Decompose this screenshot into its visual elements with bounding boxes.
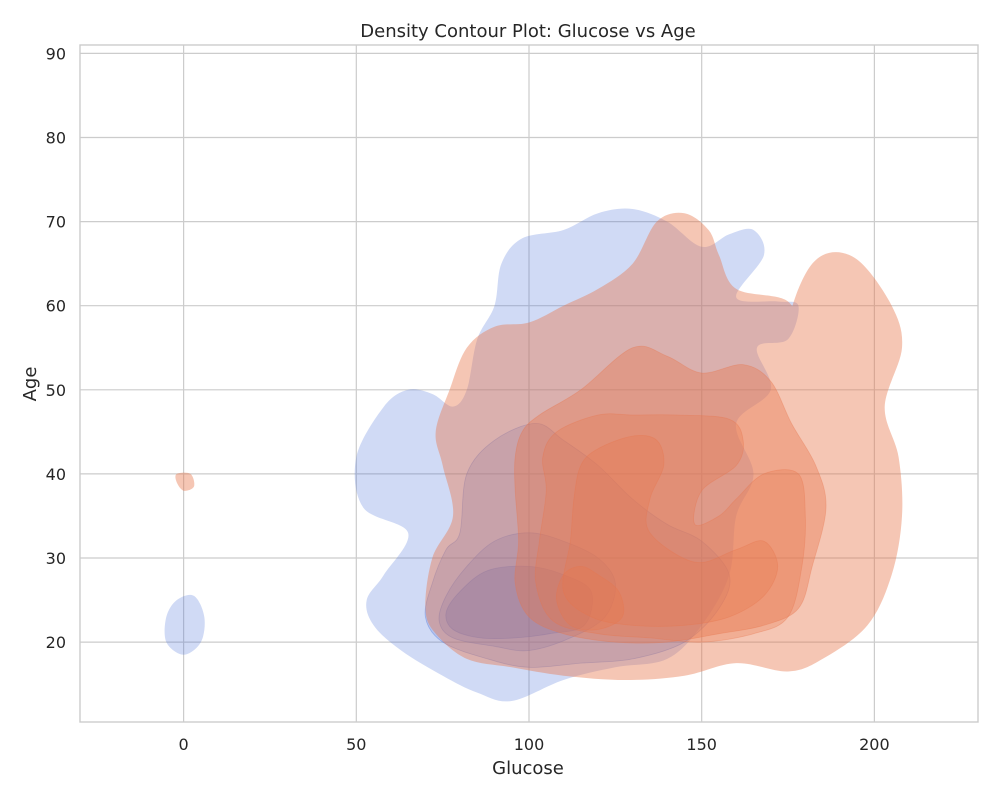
contour-region <box>425 212 903 680</box>
y-tick-label: 20 <box>46 633 66 652</box>
contour-layer <box>164 208 903 702</box>
y-tick-label: 60 <box>46 297 66 316</box>
y-tick-label: 90 <box>46 44 66 63</box>
density-series-1 <box>175 212 903 680</box>
grid-lines <box>80 45 978 722</box>
chart-title: Density Contour Plot: Glucose vs Age <box>360 21 695 42</box>
contour-region <box>175 472 195 491</box>
x-axis-label: Glucose <box>492 758 564 779</box>
y-tick-label: 30 <box>46 549 66 568</box>
y-axis-label: Age <box>20 367 41 402</box>
contour-region <box>514 345 827 644</box>
y-tick-label: 70 <box>46 213 66 232</box>
density-series-0 <box>164 208 799 702</box>
x-tick-label: 150 <box>686 735 717 754</box>
y-tick-label: 40 <box>46 465 66 484</box>
plot-frame <box>79 44 979 723</box>
contour-region <box>556 565 625 631</box>
x-tick-label: 100 <box>514 735 545 754</box>
x-tick-label: 50 <box>346 735 366 754</box>
x-tick-label: 0 <box>179 735 189 754</box>
contour-region <box>438 532 616 652</box>
tick-labels: 0 50 100 150 200 20 30 40 50 60 70 80 90 <box>46 44 890 754</box>
contour-region <box>534 413 806 643</box>
x-tick-label: 200 <box>859 735 890 754</box>
y-tick-label: 50 <box>46 381 66 400</box>
contour-region <box>562 435 779 627</box>
y-tick-label: 80 <box>46 129 66 148</box>
contour-region <box>445 565 593 640</box>
contour-region <box>164 594 205 655</box>
contour-region <box>424 422 731 668</box>
contour-region <box>354 208 799 702</box>
